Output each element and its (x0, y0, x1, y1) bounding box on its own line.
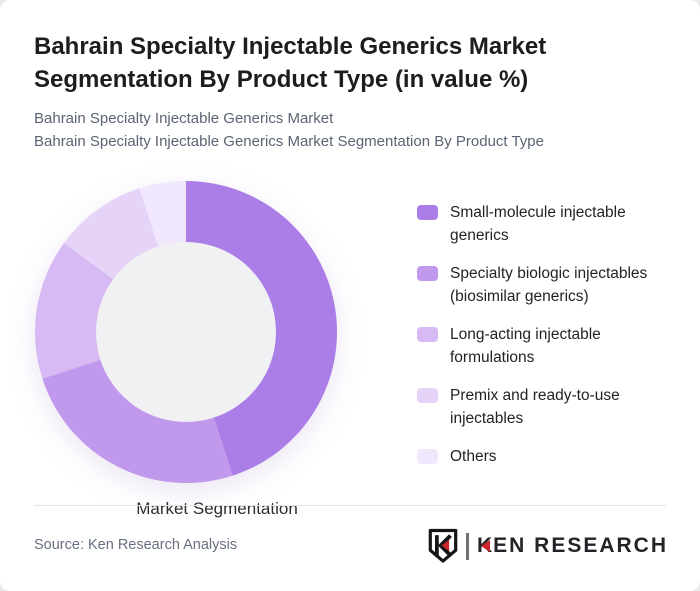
subtitle-line-1: Bahrain Specialty Injectable Generics Ma… (34, 110, 334, 127)
logo-wordmark-rest: EN RESEARCH (493, 534, 668, 557)
legend-label: Specialty biologic injectables (biosimil… (450, 265, 648, 305)
legend-swatch-icon (417, 266, 438, 281)
legend-item: Premix and ready-to-use injectables (417, 384, 687, 430)
footer-divider (34, 505, 666, 506)
logo-wordmark: KEN RESEARCH (477, 534, 668, 558)
logo-separator (465, 532, 469, 560)
donut-chart (34, 181, 337, 483)
ken-research-emblem-icon (428, 528, 458, 563)
legend-swatch-icon (417, 327, 438, 342)
legend-item: Specialty biologic injectables (biosimil… (417, 262, 687, 308)
legend-item: Others (417, 445, 687, 468)
chart-legend: Small-molecule injectable generics Speci… (417, 201, 687, 483)
ken-research-logo: KEN RESEARCH (427, 527, 668, 565)
legend-label: Others (450, 448, 497, 465)
red-triangle-icon (481, 540, 491, 552)
page-title: Bahrain Specialty Injectable Generics Ma… (34, 33, 547, 93)
legend-swatch-icon (417, 205, 438, 220)
chart-subtitle: Bahrain Specialty Injectable Generics Ma… (34, 108, 544, 153)
donut-hole (96, 242, 276, 422)
legend-label: Premix and ready-to-use injectables (450, 387, 620, 427)
donut-center-label: Market Segmentation (136, 499, 298, 518)
donut-chart-area: Market Segmentation (31, 177, 341, 518)
legend-item: Small-molecule injectable generics (417, 201, 687, 247)
source-note: Source: Ken Research Analysis (34, 537, 238, 553)
subtitle-line-2: Bahrain Specialty Injectable Generics Ma… (34, 132, 544, 150)
legend-item: Long-acting injectable formulations (417, 323, 687, 369)
legend-swatch-icon (417, 388, 438, 403)
legend-swatch-icon (417, 449, 438, 464)
legend-label: Small-molecule injectable generics (450, 204, 626, 244)
legend-label: Long-acting injectable formulations (450, 326, 601, 366)
